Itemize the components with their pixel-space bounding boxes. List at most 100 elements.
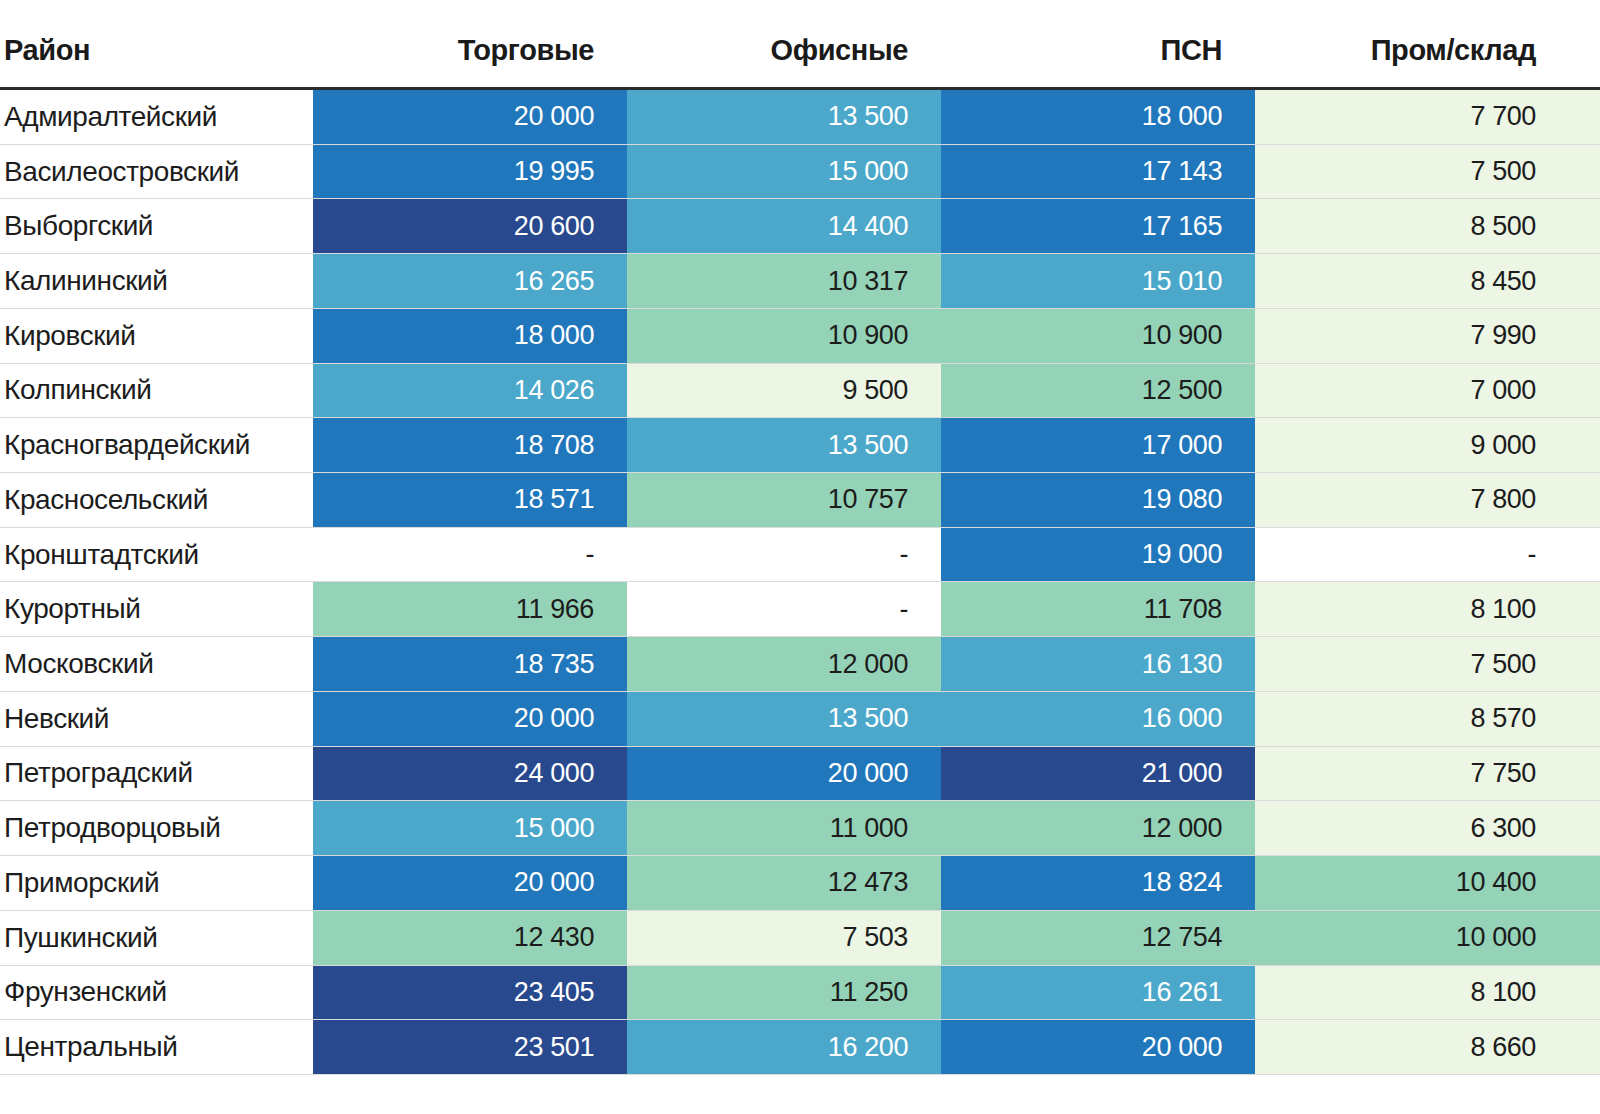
value-cell: 13 500: [627, 692, 941, 746]
value-cell: 16 000: [941, 692, 1255, 746]
value-cell: 10 000: [1255, 911, 1600, 965]
value-cell: 20 000: [627, 747, 941, 801]
table-row: Кронштадтский--19 000-: [0, 528, 1600, 583]
value-cell: 18 000: [313, 309, 627, 363]
value-cell: 18 571: [313, 473, 627, 527]
value-cell: 7 700: [1255, 90, 1600, 144]
value-cell: 7 800: [1255, 473, 1600, 527]
value-cell: 20 000: [941, 1020, 1255, 1074]
value-cell: 12 500: [941, 364, 1255, 418]
value-cell: 7 500: [1255, 145, 1600, 199]
value-cell: 16 261: [941, 966, 1255, 1020]
value-cell: 20 000: [313, 90, 627, 144]
value-cell: 7 000: [1255, 364, 1600, 418]
value-cell: 23 405: [313, 966, 627, 1020]
table-row: Петроградский24 00020 00021 0007 750: [0, 747, 1600, 802]
value-cell: 14 400: [627, 199, 941, 253]
value-cell: 19 080: [941, 473, 1255, 527]
value-cell: 8 500: [1255, 199, 1600, 253]
value-cell: -: [627, 582, 941, 636]
value-cell: 8 100: [1255, 582, 1600, 636]
district-cell: Калининский: [0, 254, 313, 308]
value-cell: 15 000: [627, 145, 941, 199]
value-cell: 12 000: [941, 801, 1255, 855]
value-cell: 15 000: [313, 801, 627, 855]
value-cell: 20 000: [313, 856, 627, 910]
value-cell: 13 500: [627, 418, 941, 472]
district-cell: Петродворцовый: [0, 801, 313, 855]
table-row: Петродворцовый15 00011 00012 0006 300: [0, 801, 1600, 856]
value-cell: 24 000: [313, 747, 627, 801]
district-cell: Московский: [0, 637, 313, 691]
district-cell: Адмиралтейский: [0, 90, 313, 144]
column-header-district: Район: [0, 0, 313, 87]
district-cell: Петроградский: [0, 747, 313, 801]
district-cell: Выборгский: [0, 199, 313, 253]
value-cell: 7 750: [1255, 747, 1600, 801]
table-body: Адмиралтейский20 00013 50018 0007 700Вас…: [0, 90, 1600, 1075]
table-row: Василеостровский19 99515 00017 1437 500: [0, 145, 1600, 200]
value-cell: -: [313, 528, 627, 582]
district-cell: Курортный: [0, 582, 313, 636]
table-row: Кировский18 00010 90010 9007 990: [0, 309, 1600, 364]
table-row: Приморский20 00012 47318 82410 400: [0, 856, 1600, 911]
value-cell: 7 503: [627, 911, 941, 965]
table-row: Московский18 73512 00016 1307 500: [0, 637, 1600, 692]
value-cell: 23 501: [313, 1020, 627, 1074]
value-cell: 12 430: [313, 911, 627, 965]
district-cell: Колпинский: [0, 364, 313, 418]
value-cell: 10 757: [627, 473, 941, 527]
value-cell: -: [1255, 528, 1600, 582]
value-cell: 11 000: [627, 801, 941, 855]
district-cell: Центральный: [0, 1020, 313, 1074]
value-cell: 17 000: [941, 418, 1255, 472]
value-cell: 7 500: [1255, 637, 1600, 691]
table-row: Курортный11 966-11 7088 100: [0, 582, 1600, 637]
district-cell: Кировский: [0, 309, 313, 363]
value-cell: 16 200: [627, 1020, 941, 1074]
table-row: Невский20 00013 50016 0008 570: [0, 692, 1600, 747]
value-cell: 17 143: [941, 145, 1255, 199]
district-cell: Пушкинский: [0, 911, 313, 965]
value-cell: 8 450: [1255, 254, 1600, 308]
value-cell: 11 966: [313, 582, 627, 636]
value-cell: 11 250: [627, 966, 941, 1020]
value-cell: 13 500: [627, 90, 941, 144]
value-cell: 12 473: [627, 856, 941, 910]
district-cell: Фрунзенский: [0, 966, 313, 1020]
table-row: Колпинский14 0269 50012 5007 000: [0, 364, 1600, 419]
value-cell: 20 000: [313, 692, 627, 746]
value-cell: 15 010: [941, 254, 1255, 308]
column-header-industrial: Пром/склад: [1255, 0, 1600, 87]
table-row: Калининский16 26510 31715 0108 450: [0, 254, 1600, 309]
value-cell: 19 995: [313, 145, 627, 199]
table-row: Красногвардейский18 70813 50017 0009 000: [0, 418, 1600, 473]
value-cell: 17 165: [941, 199, 1255, 253]
value-cell: 16 265: [313, 254, 627, 308]
value-cell: 10 317: [627, 254, 941, 308]
value-cell: 11 708: [941, 582, 1255, 636]
value-cell: -: [627, 528, 941, 582]
district-cell: Красносельский: [0, 473, 313, 527]
table-row: Адмиралтейский20 00013 50018 0007 700: [0, 90, 1600, 145]
district-cell: Невский: [0, 692, 313, 746]
table-row: Фрунзенский23 40511 25016 2618 100: [0, 966, 1600, 1021]
value-cell: 8 100: [1255, 966, 1600, 1020]
value-cell: 10 900: [941, 309, 1255, 363]
district-cell: Приморский: [0, 856, 313, 910]
district-cell: Красногвардейский: [0, 418, 313, 472]
value-cell: 6 300: [1255, 801, 1600, 855]
value-cell: 12 754: [941, 911, 1255, 965]
heatmap-table: Район Торговые Офисные ПСН Пром/склад Ад…: [0, 0, 1600, 1075]
value-cell: 18 708: [313, 418, 627, 472]
value-cell: 16 130: [941, 637, 1255, 691]
district-cell: Василеостровский: [0, 145, 313, 199]
value-cell: 18 824: [941, 856, 1255, 910]
value-cell: 8 570: [1255, 692, 1600, 746]
value-cell: 19 000: [941, 528, 1255, 582]
table-row: Красносельский18 57110 75719 0807 800: [0, 473, 1600, 528]
value-cell: 10 400: [1255, 856, 1600, 910]
column-header-office: Офисные: [627, 0, 941, 87]
table-row: Выборгский20 60014 40017 1658 500: [0, 199, 1600, 254]
value-cell: 18 000: [941, 90, 1255, 144]
